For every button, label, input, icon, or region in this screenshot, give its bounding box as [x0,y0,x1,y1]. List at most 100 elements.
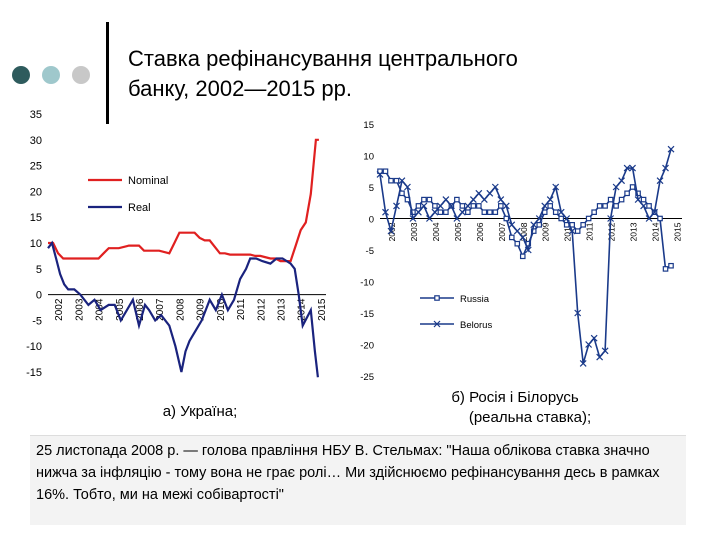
x-tick-label: 2011 [236,298,247,320]
x-tick-label: 2015 [673,222,683,241]
legend-label-nominal: Nominal [128,175,168,187]
data-point-russia [377,168,383,175]
data-point-belorus [524,246,532,254]
data-point-belorus [502,202,510,210]
legend-label-russia: Russia [460,294,490,305]
series-line-nominal [48,138,319,263]
caption-russia-belarus-line-2: (реальна ставка); [468,409,592,426]
data-point-belorus [645,215,653,222]
data-point-belorus [519,233,527,241]
data-point-russia [552,209,559,216]
data-point-russia [591,209,597,216]
data-point-russia [393,177,400,184]
data-point-belorus [491,183,499,191]
data-point-belorus [535,215,543,222]
data-point-russia [624,190,630,197]
y-tick-label: -25 [360,372,374,383]
title-line-1: Ставка рефінансування центрального [128,46,518,71]
data-point-russia [662,266,669,272]
data-point-belorus [415,208,422,216]
data-point-russia [476,203,482,209]
y-tick-label: 30 [30,135,42,147]
data-point-russia [547,203,554,209]
x-tick-label: 2010 [216,298,227,321]
data-point-russia [596,203,603,209]
data-point-russia [613,203,619,209]
x-tick-label: 2002 [54,298,65,321]
data-point-russia [421,196,427,203]
caption-russia-belarus: б) Росія і Білорусь (реальна ставка); [400,388,630,428]
data-point-belorus [469,196,477,204]
data-point-russia [618,196,625,203]
x-tick-label: 2006 [475,222,485,241]
data-point-russia [585,215,592,222]
x-tick-label: 2008 [175,298,186,321]
data-point-belorus [568,227,576,235]
x-tick-label: 2005 [453,222,463,241]
data-point-belorus [574,309,582,317]
data-point-belorus [629,164,637,172]
data-point-belorus [640,202,647,210]
data-point-belorus [409,215,417,222]
x-tick-label: 2011 [585,222,595,241]
y-tick-label: 5 [36,264,42,276]
data-point-belorus [546,196,554,204]
title-divider [106,22,109,124]
data-point-russia [454,196,460,203]
data-point-belorus [541,202,549,210]
data-point-belorus [585,341,593,348]
legend-marker [433,320,441,328]
data-point-belorus [398,177,406,185]
data-point-russia [580,221,586,228]
y-tick-label: 0 [36,290,42,302]
data-point-belorus [563,215,571,222]
y-tick-label: 15 [363,120,374,131]
data-point-russia [487,209,493,216]
data-point-russia [388,177,394,184]
data-point-russia [607,196,614,203]
legend-marker [434,295,440,301]
legend-label-real: Real [128,202,151,214]
data-point-belorus [387,227,395,235]
caption-ukraine: а) Україна; [162,403,238,420]
slide-title: Ставка рефінансування центрального банку… [128,44,688,104]
y-tick-label: -15 [360,309,374,320]
data-point-belorus [557,208,565,216]
data-point-russia [399,190,405,197]
data-point-russia [503,215,510,222]
quote-block: 25 листопада 2008 р. — голова правління … [30,435,686,525]
data-point-belorus [436,202,444,210]
x-tick-label: 2003 [409,222,419,241]
data-point-belorus [475,189,483,197]
data-point-russia [640,196,647,203]
data-point-russia [498,203,504,209]
data-point-belorus [497,196,505,204]
x-tick-label: 2014 [297,298,308,321]
data-point-belorus [420,202,428,210]
x-tick-label: 2004 [431,222,441,241]
y-tick-label: -10 [360,278,374,289]
data-point-russia [465,209,471,216]
data-point-belorus [442,196,450,204]
series-line-belorus [379,148,672,364]
y-tick-label: 35 [30,109,42,121]
data-point-belorus [596,353,604,361]
legend-label-belorus: Belorus [460,320,492,331]
data-point-belorus [464,202,472,210]
x-tick-label: 2012 [607,222,617,241]
x-tick-label: 2009 [196,298,207,321]
x-tick-label: 2013 [277,298,288,321]
x-tick-label: 2007 [155,298,166,321]
x-tick-label: 2006 [135,298,146,321]
data-point-belorus [508,221,516,229]
data-point-belorus [667,145,675,153]
data-point-russia [668,262,674,269]
data-point-belorus [393,202,400,210]
data-point-belorus [486,189,494,197]
y-tick-label: 25 [30,161,42,173]
x-tick-label: 2009 [541,222,551,241]
series-line-real [47,240,319,378]
data-point-belorus [458,208,466,216]
data-point-belorus [590,334,598,342]
